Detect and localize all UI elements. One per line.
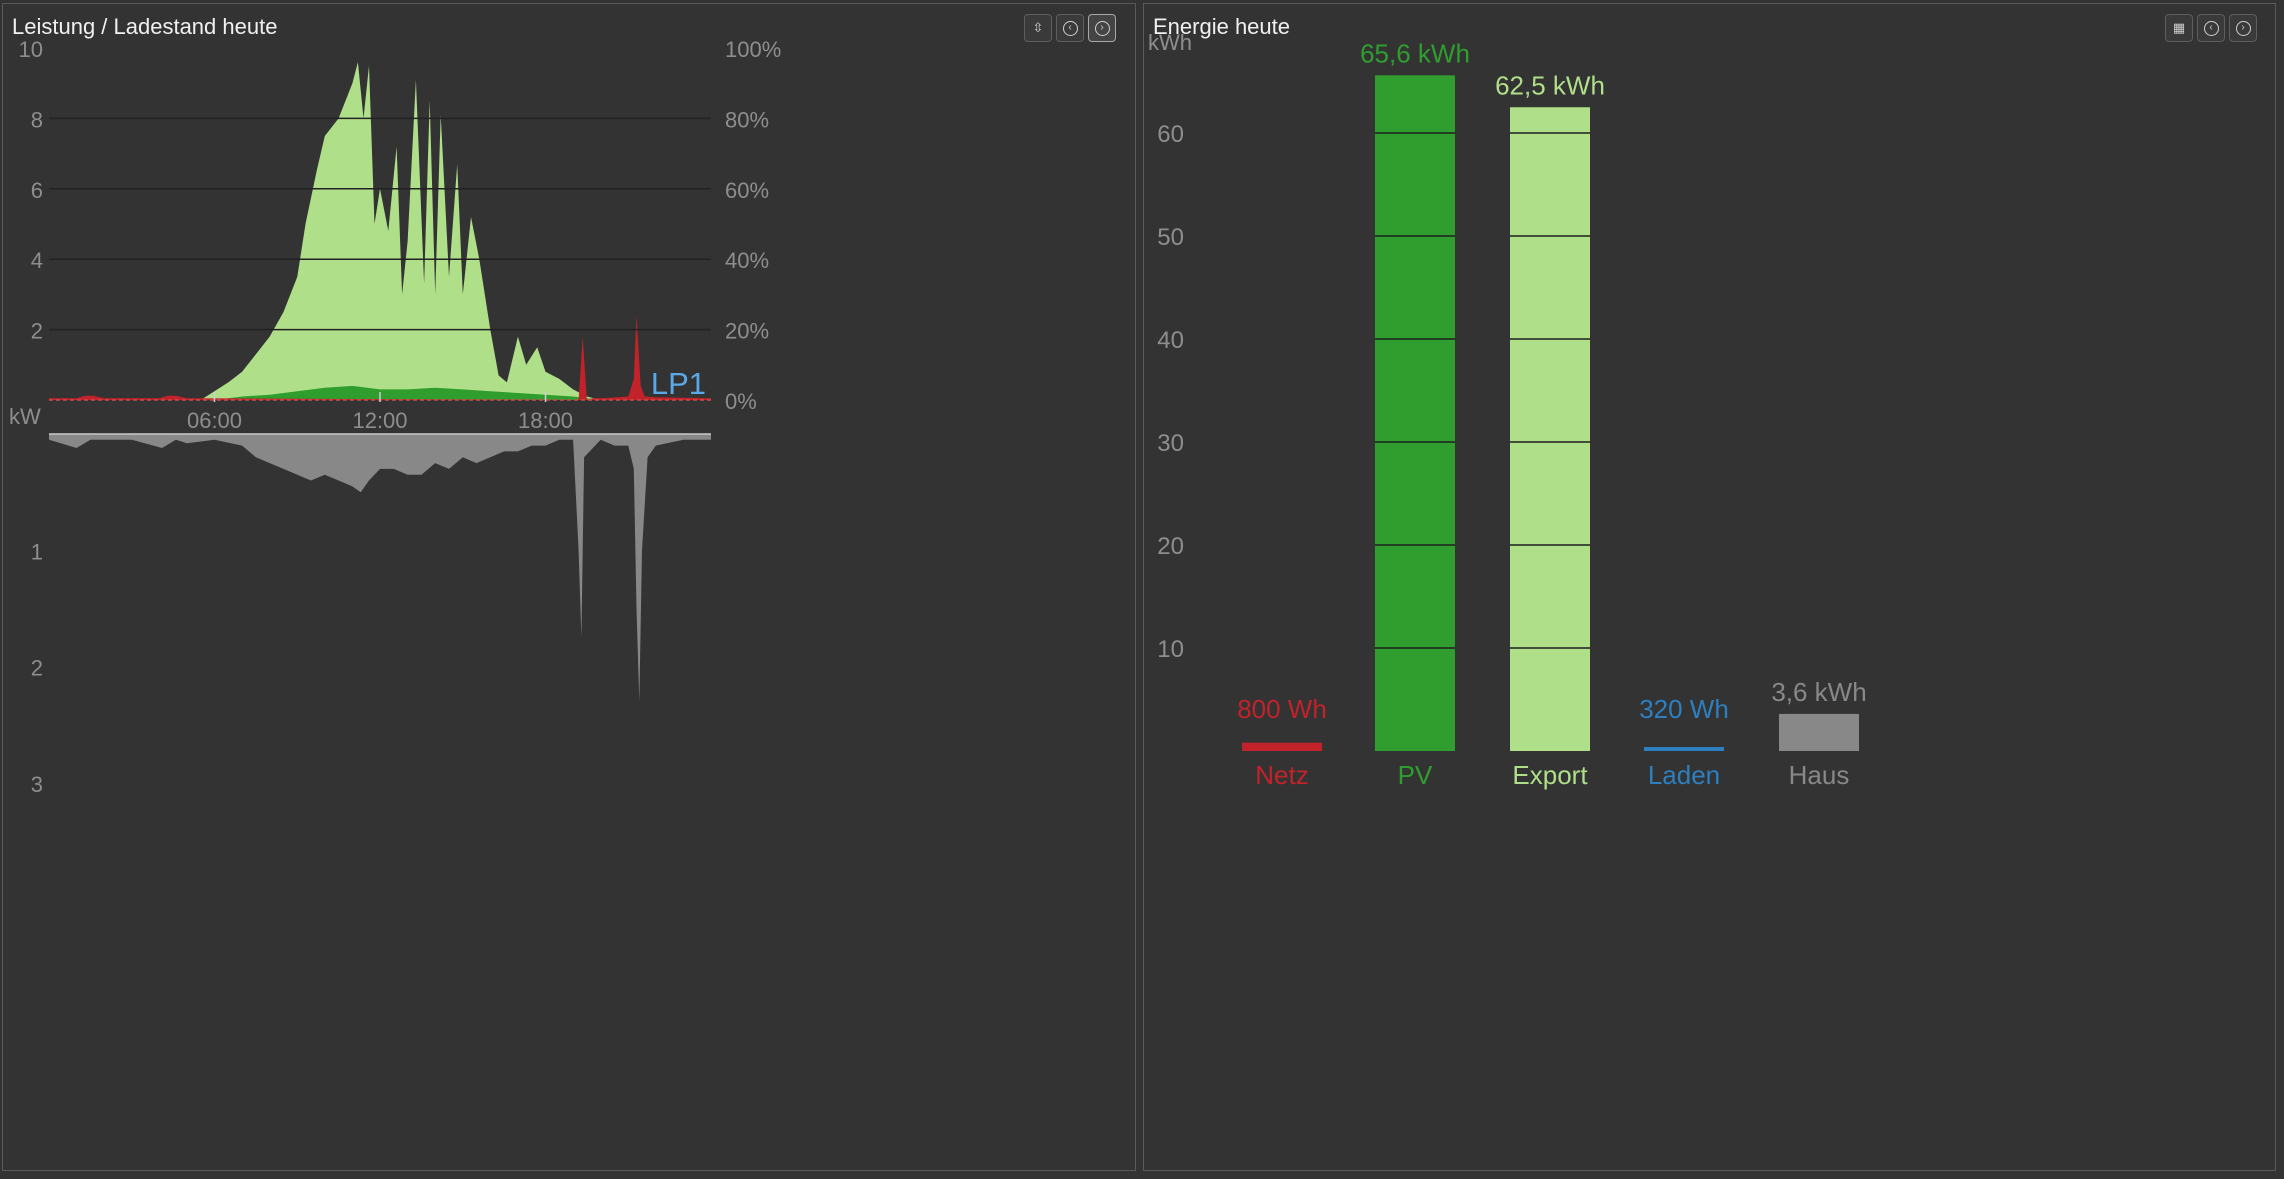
energy-bar-haus bbox=[1779, 713, 1859, 751]
energy-y-tick-label: 50 bbox=[1157, 224, 1184, 251]
power-y-tick-label: 6 bbox=[31, 178, 43, 203]
power-panel: Leistung / Ladestand heute ⇳ ‹ › 10 8 6 4 2 k… bbox=[2, 3, 1136, 1171]
energy-chart: kWh 60 50 40 30 20 10 800 Wh Netz 65,6 kWh PV 62,5 … bbox=[1148, 30, 1867, 790]
next-icon[interactable]: › bbox=[1088, 14, 1116, 42]
power-y2-tick-label: 80% bbox=[725, 107, 769, 132]
power-y-tick-label: 4 bbox=[31, 248, 43, 273]
power-y2-tick-label: 0% bbox=[725, 389, 757, 414]
lp1-label: LP1 bbox=[651, 366, 706, 401]
energy-y-tick-label: 10 bbox=[1157, 636, 1184, 663]
power-y2-tick-label: 60% bbox=[725, 178, 769, 203]
power-lower-y-tick-label: 3 bbox=[31, 772, 43, 797]
energy-y-tick-label: 60 bbox=[1157, 121, 1184, 148]
energy-value-label: 3,6 kWh bbox=[1771, 677, 1866, 707]
energy-y-tick-label: 30 bbox=[1157, 430, 1184, 457]
calendar-icon[interactable]: ▦ bbox=[2165, 14, 2193, 42]
energy-category-label: Laden bbox=[1648, 760, 1720, 790]
energy-bar-laden bbox=[1644, 747, 1724, 751]
energy-category-label: PV bbox=[1398, 760, 1433, 790]
energy-category-label: Haus bbox=[1789, 760, 1850, 790]
power-x-tick-label: 06:00 bbox=[187, 408, 242, 433]
energy-value-label: 800 Wh bbox=[1237, 694, 1327, 724]
power-y2-tick-label: 100% bbox=[725, 37, 781, 62]
power-lower-y-tick-label: 1 bbox=[31, 539, 43, 564]
energy-value-label: 62,5 kWh bbox=[1495, 70, 1605, 100]
power-panel-title: Leistung / Ladestand heute bbox=[12, 14, 278, 39]
energy-value-label: 320 Wh bbox=[1639, 694, 1729, 724]
energy-category-label: Export bbox=[1512, 760, 1588, 790]
power-lower-area-series-0 bbox=[49, 434, 711, 702]
power-y-unit: kW bbox=[9, 404, 41, 429]
energy-bar-export bbox=[1510, 107, 1590, 751]
next-icon[interactable]: › bbox=[2229, 14, 2257, 42]
power-y-tick-label: 2 bbox=[31, 319, 43, 344]
power-x-tick-label: 18:00 bbox=[518, 408, 573, 433]
energy-value-label: 65,6 kWh bbox=[1360, 38, 1470, 68]
power-y-tick-label: 8 bbox=[31, 107, 43, 132]
power-area-series-0 bbox=[49, 62, 711, 400]
energy-y-unit: kWh bbox=[1148, 30, 1192, 55]
energy-panel: Energie heute ▦ ‹ › kWh 60 50 40 30 20 10 800 W… bbox=[1143, 3, 2276, 1171]
energy-category-label: Netz bbox=[1255, 760, 1308, 790]
power-y-tick-label: 10 bbox=[19, 37, 43, 62]
previous-icon[interactable]: ‹ bbox=[1056, 14, 1084, 42]
energy-y-tick-label: 20 bbox=[1157, 533, 1184, 560]
power-panel-controls: ⇳ ‹ › bbox=[1024, 14, 1116, 42]
energy-bar-netz bbox=[1242, 742, 1322, 751]
sort-arrows-icon[interactable]: ⇳ bbox=[1024, 14, 1052, 42]
power-chart: 10 8 6 4 2 kW 100% 80% 60% 40% 20% 0% 06:00 12:00 18:0… bbox=[9, 37, 781, 797]
power-y2-tick-label: 40% bbox=[725, 248, 769, 273]
previous-icon[interactable]: ‹ bbox=[2197, 14, 2225, 42]
energy-bar-pv bbox=[1375, 75, 1455, 751]
energy-panel-title: Energie heute bbox=[1153, 14, 1290, 39]
energy-y-tick-label: 40 bbox=[1157, 327, 1184, 354]
power-lower-y-tick-label: 2 bbox=[31, 656, 43, 681]
power-y2-tick-label: 20% bbox=[725, 319, 769, 344]
power-x-tick-label: 12:00 bbox=[352, 408, 407, 433]
energy-panel-controls: ▦ ‹ › bbox=[2165, 14, 2257, 42]
